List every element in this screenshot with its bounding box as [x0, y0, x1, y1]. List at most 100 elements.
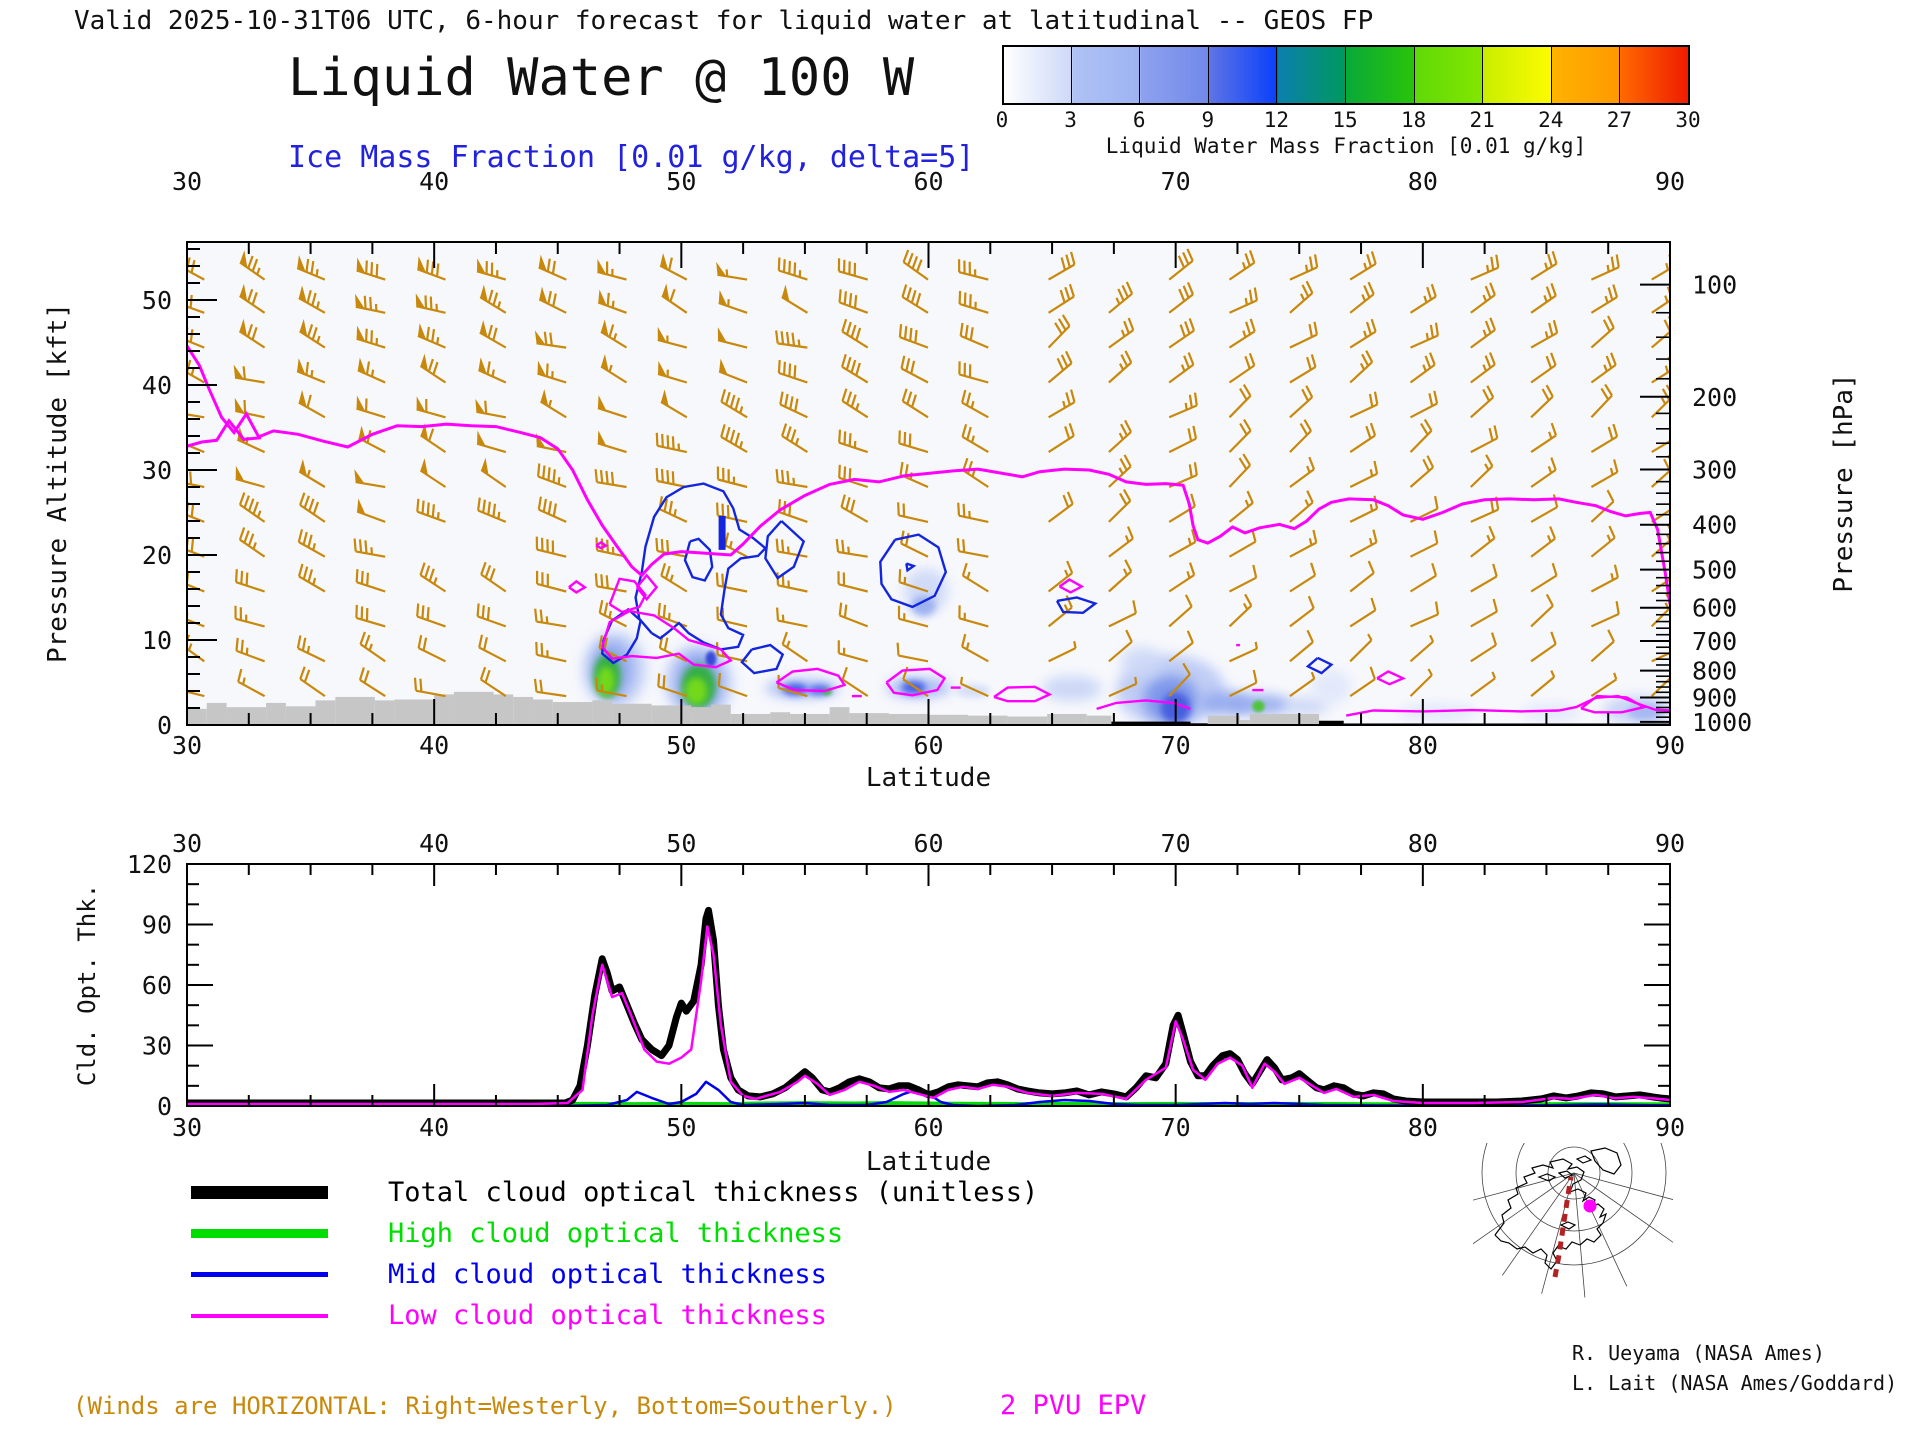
credits: R. Ueyama (NASA Ames) L. Lait (NASA Ames… [1572, 1338, 1897, 1398]
svg-text:40: 40 [142, 371, 172, 400]
svg-text:100: 100 [1692, 271, 1737, 300]
legend-item-mid: Mid cloud optical thickness [191, 1254, 1038, 1295]
svg-text:30: 30 [172, 167, 202, 196]
svg-text:60: 60 [913, 829, 943, 858]
svg-text:70: 70 [1161, 167, 1191, 196]
valid-time-title: Valid 2025-10-31T06 UTC, 6-hour forecast… [74, 6, 1374, 36]
credit-line-1: R. Ueyama (NASA Ames) [1572, 1341, 1825, 1365]
svg-text:Latitude: Latitude [866, 1147, 991, 1177]
legend-swatch-low [191, 1313, 328, 1318]
svg-text:90: 90 [1655, 1113, 1685, 1142]
map-coast-west [1494, 1158, 1578, 1236]
map-coastlines [1494, 1147, 1622, 1270]
svg-text:0: 0 [157, 711, 172, 740]
colorbar-tick: 21 [1469, 108, 1495, 132]
svg-text:0: 0 [157, 1092, 172, 1121]
map-greenland [1590, 1147, 1622, 1175]
svg-text:90: 90 [1655, 167, 1685, 196]
svg-text:200: 200 [1692, 383, 1737, 412]
svg-text:30: 30 [172, 1113, 202, 1142]
svg-text:90: 90 [1655, 731, 1685, 760]
map-cross-section-line [1552, 1176, 1574, 1278]
svg-text:800: 800 [1692, 657, 1737, 686]
colorbar-tick: 12 [1263, 108, 1290, 132]
page-title: Liquid Water @ 100 W [288, 48, 915, 108]
colorbar [1002, 45, 1690, 105]
legend-item-high: High cloud optical thickness [191, 1213, 1038, 1254]
svg-text:Pressure Altitude [kft]: Pressure Altitude [kft] [43, 303, 73, 663]
svg-text:60: 60 [913, 731, 943, 760]
legend-label-total: Total cloud optical thickness (unitless) [388, 1177, 1039, 1208]
svg-text:90: 90 [1655, 829, 1685, 858]
credit-line-2: L. Lait (NASA Ames/Goddard) [1572, 1371, 1898, 1395]
svg-text:50: 50 [666, 1113, 696, 1142]
main-cross-section-panel: 30 30 40 40 50 50 60 60 70 70 80 80 90 90 Latitude 0 10 2… [43, 167, 1859, 793]
svg-text:60: 60 [913, 167, 943, 196]
svg-text:40: 40 [419, 167, 449, 196]
svg-text:30: 30 [172, 829, 202, 858]
legend-item-low: Low cloud optical thickness [191, 1295, 1038, 1336]
svg-text:60: 60 [913, 1113, 943, 1142]
svg-text:700: 700 [1692, 627, 1737, 656]
svg-text:300: 300 [1692, 456, 1737, 485]
colorbar-tick: 24 [1538, 108, 1564, 132]
svg-text:50: 50 [666, 731, 696, 760]
map-location-marker [1583, 1199, 1597, 1213]
colorbar-tick: 18 [1400, 108, 1427, 132]
svg-text:500: 500 [1692, 556, 1737, 585]
svg-text:50: 50 [666, 167, 696, 196]
svg-text:120: 120 [127, 850, 172, 879]
colorbar-tick: 15 [1332, 108, 1358, 132]
svg-text:400: 400 [1692, 511, 1737, 540]
legend-swatch-mid [191, 1272, 328, 1277]
svg-text:40: 40 [419, 1113, 449, 1142]
svg-text:60: 60 [142, 971, 172, 1000]
svg-text:50: 50 [666, 829, 696, 858]
legend-item-total: Total cloud optical thickness (unitless) [191, 1172, 1038, 1213]
svg-text:40: 40 [419, 829, 449, 858]
map-inset [1473, 1143, 1673, 1298]
svg-text:80: 80 [1408, 167, 1438, 196]
legend: Total cloud optical thickness (unitless)… [191, 1172, 1038, 1336]
colorbar-caption: Liquid Water Mass Fraction [0.01 g/kg] [1105, 134, 1587, 158]
svg-text:70: 70 [1161, 1113, 1191, 1142]
svg-text:20: 20 [142, 541, 172, 570]
legend-swatch-high [191, 1229, 328, 1238]
svg-text:70: 70 [1161, 731, 1191, 760]
map-arctic-islands [1537, 1155, 1593, 1182]
optical-thickness-panel: 3030404050506060707080809090Latitude0306… [73, 829, 1685, 1177]
colorbar-tick: 6 [1132, 108, 1146, 132]
colorbar-tick: 9 [1201, 108, 1215, 132]
svg-text:40: 40 [419, 731, 449, 760]
legend-swatch-total [191, 1186, 328, 1199]
map-graticule [1473, 1143, 1673, 1298]
svg-text:50: 50 [142, 286, 172, 315]
colorbar-tick: 30 [1675, 108, 1701, 132]
colorbar-tick-labels: 0 3 6 9 12 15 18 21 24 27 30 [996, 108, 1701, 134]
legend-label-mid: Mid cloud optical thickness [388, 1259, 827, 1290]
svg-text:Cld. Opt. Thk.: Cld. Opt. Thk. [73, 884, 101, 1086]
map-coast-east [1494, 1166, 1608, 1270]
svg-text:80: 80 [1408, 1113, 1438, 1142]
map-great-lakes [1559, 1221, 1577, 1230]
svg-text:10: 10 [142, 626, 172, 655]
svg-text:80: 80 [1408, 731, 1438, 760]
svg-text:70: 70 [1161, 829, 1191, 858]
colorbar-tick: 3 [1064, 108, 1077, 132]
colorbar-tick: 0 [995, 108, 1009, 132]
svg-text:600: 600 [1692, 594, 1737, 623]
svg-text:90: 90 [142, 911, 172, 940]
legend-label-low: Low cloud optical thickness [388, 1300, 827, 1331]
svg-text:30: 30 [142, 1032, 172, 1061]
winds-note: (Winds are HORIZONTAL: Right=Westerly, B… [73, 1392, 897, 1420]
svg-text:900: 900 [1692, 683, 1737, 712]
ice-mass-fraction-subtitle: Ice Mass Fraction [0.01 g/kg, delta=5] [288, 140, 975, 175]
svg-text:Latitude: Latitude [866, 763, 991, 793]
svg-text:80: 80 [1408, 829, 1438, 858]
pvu-label: 2 PVU EPV [1000, 1390, 1147, 1421]
colorbar-tick: 27 [1606, 108, 1633, 132]
svg-text:1000: 1000 [1692, 708, 1752, 737]
svg-text:Pressure [hPa]: Pressure [hPa] [1829, 373, 1859, 592]
